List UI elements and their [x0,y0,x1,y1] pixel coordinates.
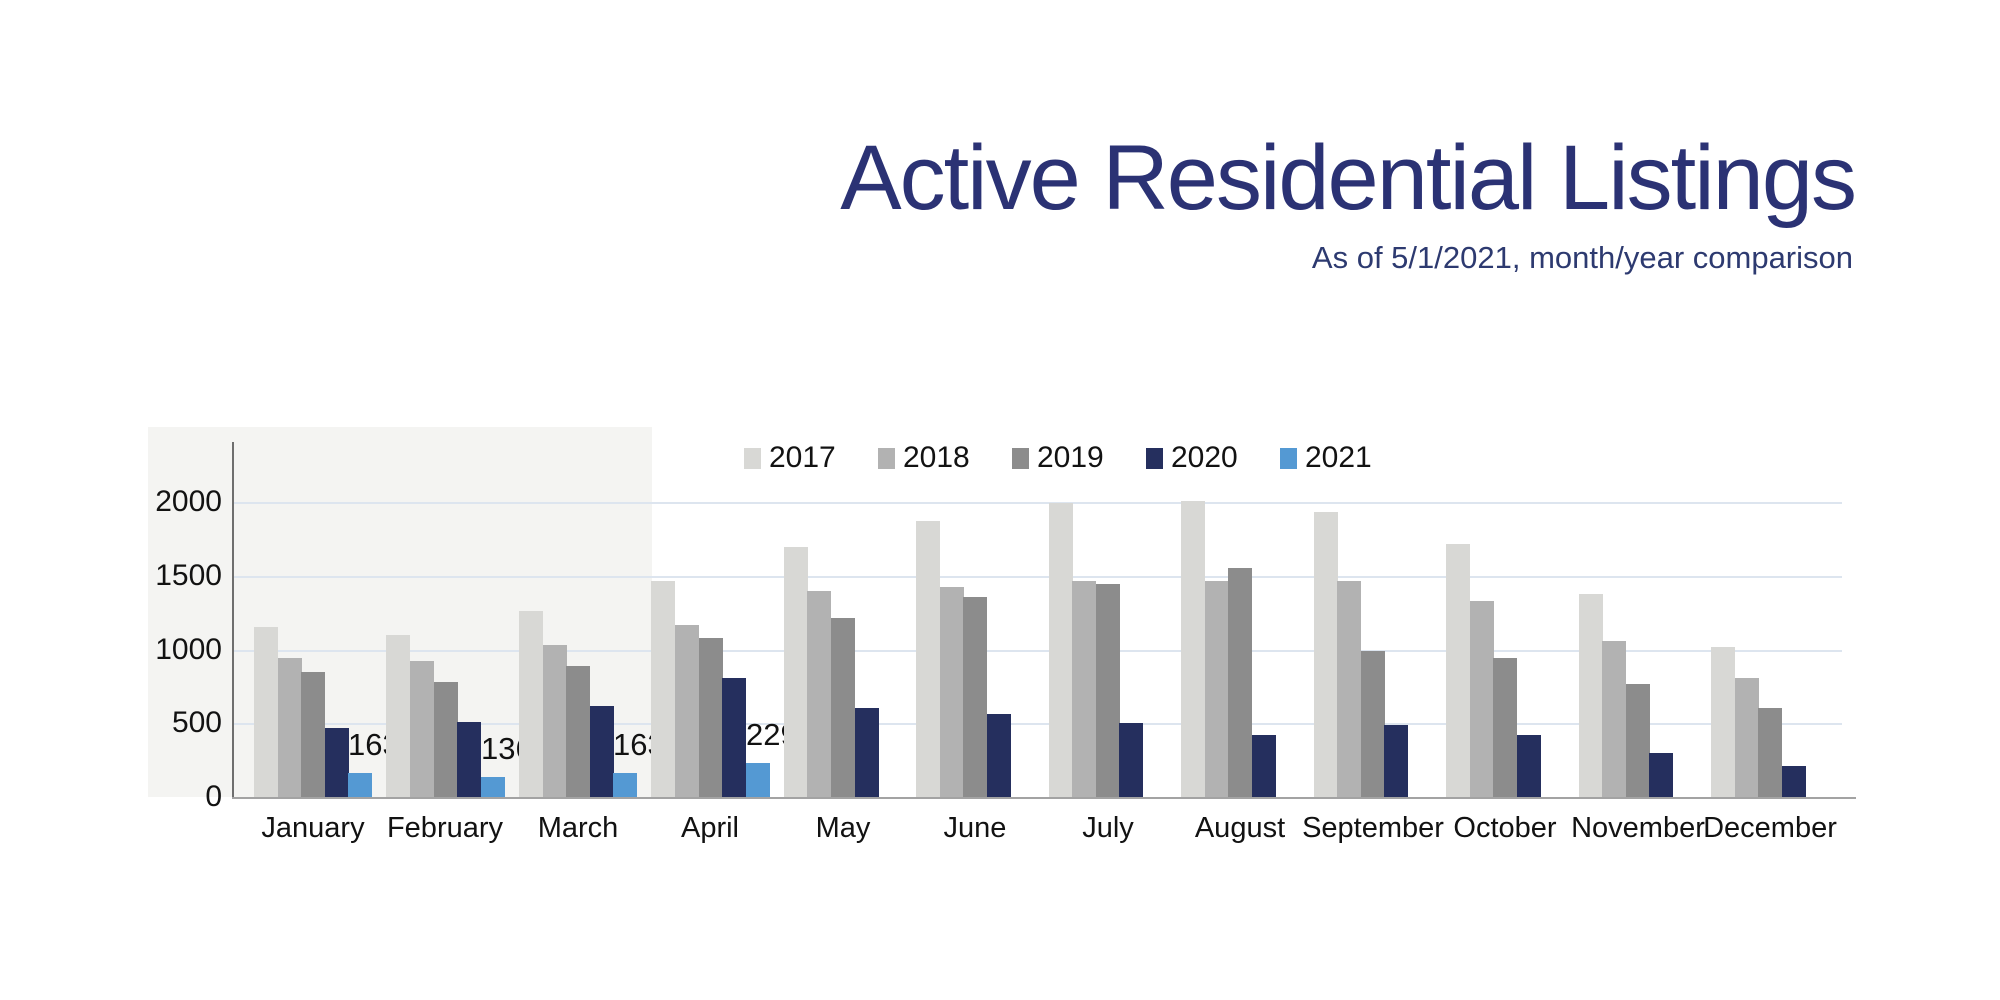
bar-may-2019 [831,618,855,797]
legend-swatch-2021 [1280,447,1297,469]
chart-title: Active Residential Listings [840,127,1857,229]
legend-swatch-2018 [878,447,895,469]
month-label-august: August [1194,812,1286,844]
bar-november-2017 [1579,594,1603,797]
bar-march-2020 [590,706,614,797]
bar-december-2020 [1782,766,1806,797]
bar-april-2018 [675,625,699,797]
legend-item-2021: 2021 [1280,441,1372,475]
bar-september-2017 [1314,512,1338,797]
month-label-june: June [943,812,1007,844]
y-axis-line [232,442,234,799]
bar-january-2018 [278,658,302,797]
x-axis-line [232,797,1856,799]
bar-august-2018 [1205,581,1229,797]
bar-november-2020 [1649,753,1673,797]
bar-august-2017 [1181,501,1205,797]
bar-october-2019 [1493,658,1517,797]
legend-item-2017: 2017 [744,441,836,475]
bar-october-2017 [1446,544,1470,797]
month-label-december: December [1703,812,1837,844]
bar-january-2021 [348,773,372,797]
legend-swatch-2017 [744,447,761,469]
y-axis-label-1500: 1500 [155,559,222,592]
bar-april-2021 [746,763,770,797]
bar-october-2018 [1470,601,1494,797]
legend-label-2018: 2018 [903,441,970,474]
bar-may-2017 [784,547,808,797]
bar-july-2017 [1049,503,1073,797]
legend-swatch-2020 [1146,447,1163,469]
bar-may-2020 [855,708,879,797]
bar-january-2017 [254,627,278,797]
gridline-500 [232,723,1842,725]
y-axis-label-1000: 1000 [155,633,222,666]
bar-february-2020 [457,722,481,797]
legend-label-2021: 2021 [1305,441,1372,474]
bar-september-2018 [1337,581,1361,797]
bar-june-2017 [916,521,940,797]
month-label-february: February [386,812,504,844]
month-label-may: May [815,812,871,844]
legend-swatch-2019 [1012,447,1029,469]
bar-november-2019 [1626,684,1650,797]
month-label-july: July [1082,812,1134,844]
bar-february-2021 [481,777,505,797]
y-axis-label-0: 0 [205,780,222,813]
bar-november-2018 [1602,641,1626,797]
bar-january-2020 [325,728,349,797]
bar-april-2017 [651,581,675,797]
bar-january-2019 [301,672,325,797]
bar-march-2017 [519,611,543,797]
legend-item-2019: 2019 [1012,441,1104,475]
bar-march-2021 [613,773,637,797]
legend-label-2020: 2020 [1171,441,1238,474]
bar-february-2017 [386,635,410,797]
month-label-october: October [1453,812,1557,844]
bar-july-2019 [1096,584,1120,797]
bar-february-2019 [434,682,458,797]
bar-august-2019 [1228,568,1252,797]
bar-july-2020 [1119,723,1143,797]
month-label-january: January [261,812,365,844]
month-label-november: November [1571,812,1705,844]
bar-august-2020 [1252,735,1276,797]
bar-march-2019 [566,666,590,797]
gridline-1500 [232,576,1842,578]
month-label-september: September [1302,812,1444,844]
bar-september-2020 [1384,725,1408,797]
bar-june-2018 [940,587,964,797]
bar-april-2019 [699,638,723,797]
bar-july-2018 [1072,581,1096,797]
bar-december-2017 [1711,647,1735,797]
legend-item-2018: 2018 [878,441,970,475]
gridline-2000 [232,502,1842,504]
legend-label-2017: 2017 [769,441,836,474]
bar-september-2019 [1361,651,1385,797]
gridline-1000 [232,650,1842,652]
bar-october-2020 [1517,735,1541,797]
legend-label-2019: 2019 [1037,441,1104,474]
bar-april-2020 [722,678,746,797]
bar-march-2018 [543,645,567,797]
chart-subtitle: As of 5/1/2021, month/year comparison [1311,240,1853,275]
bar-may-2018 [807,591,831,798]
y-axis-label-500: 500 [171,706,222,739]
month-label-april: April [680,812,739,844]
bar-december-2019 [1758,708,1782,797]
bar-february-2018 [410,661,434,797]
month-label-march: March [537,812,619,844]
bar-june-2019 [963,597,987,797]
bar-june-2020 [987,714,1011,797]
y-axis-label-2000: 2000 [155,485,222,518]
legend-item-2020: 2020 [1146,441,1238,475]
bar-december-2018 [1735,678,1759,797]
